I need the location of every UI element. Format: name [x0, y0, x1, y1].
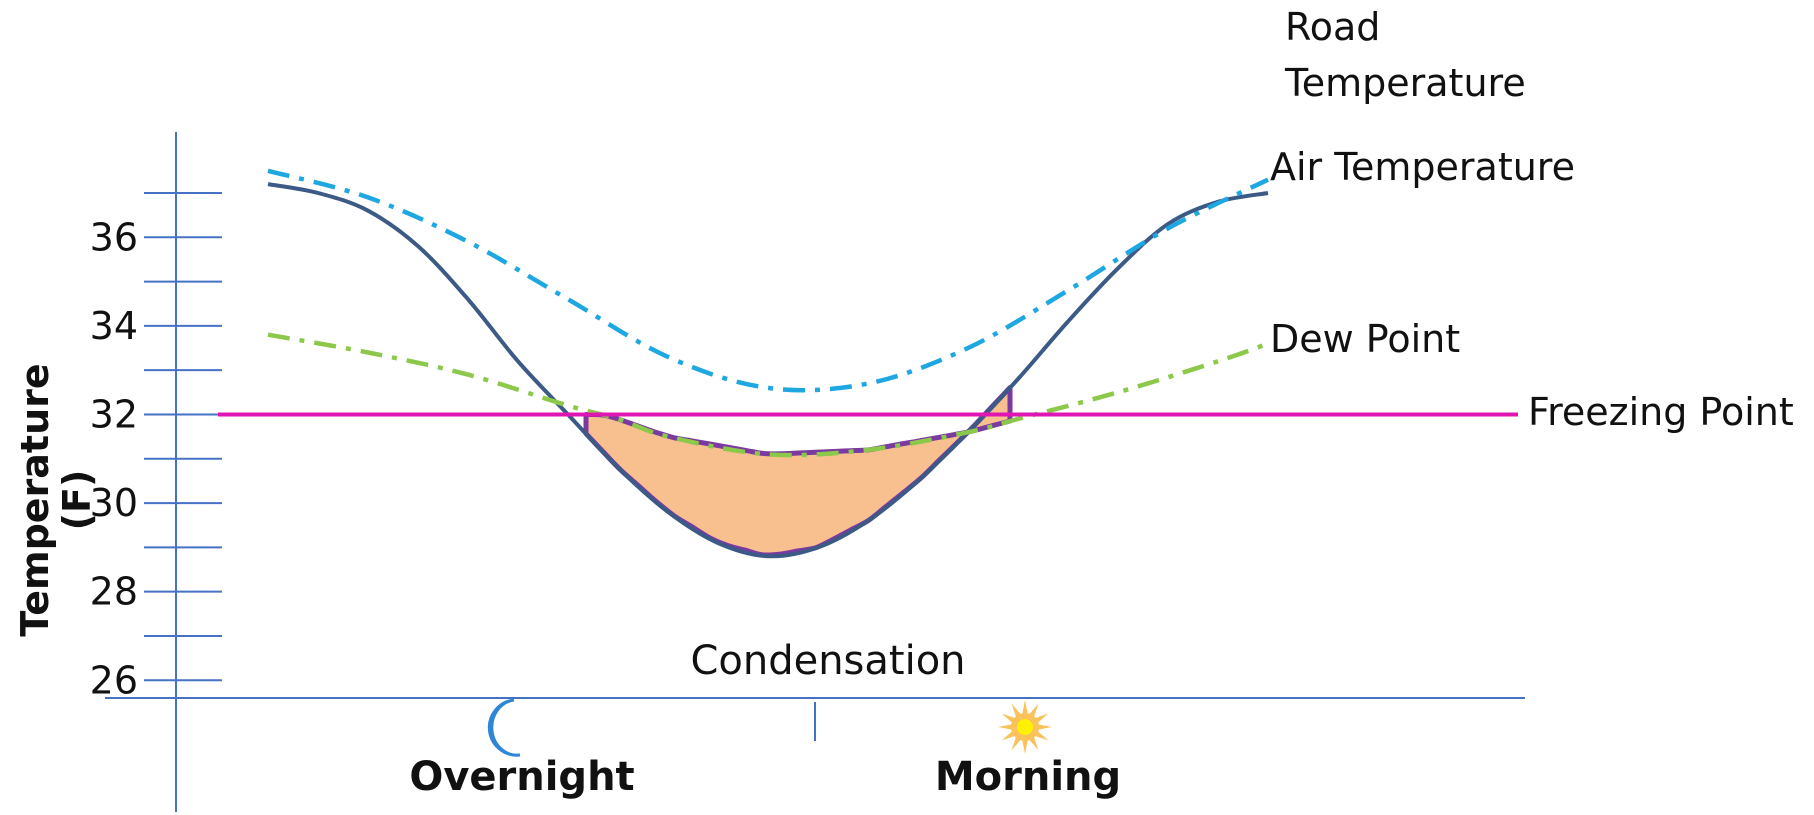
sun-ray	[998, 724, 1013, 730]
y-axis-tick-labels: 26 28 30 32 34 36	[90, 215, 138, 702]
y-axis-ticks	[144, 191, 222, 682]
y-tick-label: 36	[90, 215, 138, 259]
x-period-label-overnight: Overnight	[409, 754, 634, 800]
y-axis-title-line: Temperature	[13, 363, 57, 636]
y-tick-label: 30	[90, 481, 138, 525]
sun-core	[1017, 719, 1033, 735]
sun-ray	[1028, 703, 1039, 718]
series-label-air-temperature: Air Temperature	[1270, 145, 1575, 189]
series-label-line: Temperature	[1284, 61, 1526, 105]
y-tick-label: 34	[90, 304, 138, 348]
sun-ray	[1022, 739, 1028, 754]
x-period-label-morning: Morning	[935, 754, 1121, 800]
sun-ray	[1028, 736, 1039, 751]
sun-ray	[1011, 736, 1022, 751]
sun-ray	[1001, 730, 1016, 741]
y-axis-title: Temperature(F)	[13, 363, 99, 636]
series-line-dew-point	[267, 332, 1269, 458]
y-tick-label: 26	[90, 658, 138, 702]
y-axis-title-group: Temperature(F)	[13, 363, 99, 636]
series-labels: Road Temperature Air Temperature Dew Point F…	[1270, 5, 1794, 434]
sun-ray	[1001, 713, 1016, 724]
moon-icon	[487, 698, 521, 757]
series-label-road-temperature: Road Temperature	[1284, 5, 1526, 105]
sun-ray	[1011, 703, 1022, 718]
series-label-freezing-point: Freezing Point	[1528, 390, 1794, 434]
series-layer	[218, 168, 1518, 559]
series-label-dew-point: Dew Point	[1270, 317, 1460, 361]
y-axis-title-line: (F)	[55, 470, 99, 531]
series-line-air-temperature	[267, 168, 1269, 393]
sun-ray	[1037, 724, 1052, 730]
sun-icon	[998, 700, 1052, 754]
y-tick-label: 32	[90, 392, 138, 436]
series-label-line: Road	[1285, 5, 1380, 49]
sun-ray	[1022, 700, 1028, 715]
condensation-label: Condensation	[690, 638, 965, 684]
y-tick-label: 28	[90, 570, 138, 614]
series-line-road-temperature	[267, 182, 1269, 559]
sun-ray	[1034, 730, 1049, 741]
sun-ray	[1034, 713, 1049, 724]
